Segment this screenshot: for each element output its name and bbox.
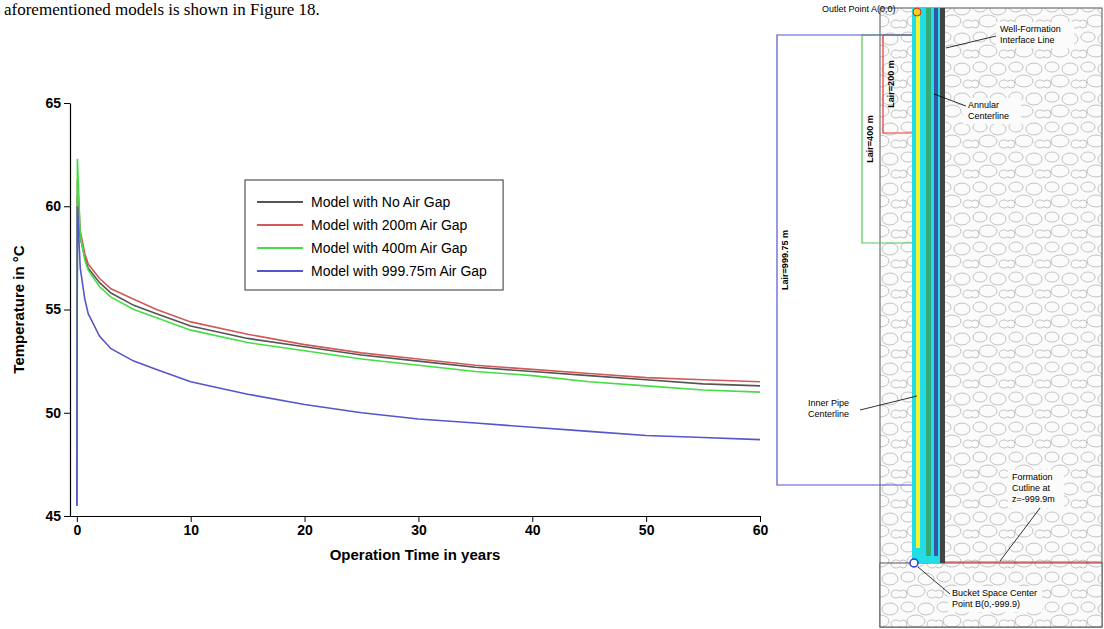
air-gap-label: Lair=200 m [886,60,896,107]
tick: 0 [73,516,81,538]
bottom-formation [880,563,1102,627]
legend-swatch [257,247,303,249]
y-axis-title: Temperature in °C [10,245,27,373]
figure: aforementioned models is shown in Figure… [0,0,1104,629]
label-line: Bucket Space Center [952,588,1037,598]
label-patch [1008,470,1064,508]
air-gap-bracket [862,35,912,243]
label-line: Annular [968,100,999,110]
inner-pipe-wall [916,8,920,548]
tick-label: 65 [45,95,61,111]
series-line [77,159,760,506]
bucket-point: Bucket Space CenterPoint B(0,-999.9) [952,588,1037,609]
leader-line [946,36,996,48]
header-text: aforementioned models is shown in Figure… [4,0,320,19]
tick: 55 [45,301,70,317]
tick: 60 [753,516,769,538]
tick-label: 45 [45,508,61,524]
air-gap-label: Lair=400 m [865,115,875,162]
tick: 30 [411,516,427,538]
tick-label: 0 [73,522,81,538]
tick: 50 [45,405,70,421]
series-line [77,206,760,505]
tick-label: 50 [639,522,655,538]
well-formation-interface: Well-FormationInterface Line [1000,24,1061,45]
label-line: Centerline [808,409,849,419]
tick-mark [64,413,70,414]
tick-mark [64,206,70,207]
tick-label: 30 [411,522,427,538]
tick: 20 [297,516,313,538]
leader-line [918,567,950,594]
tick: 65 [45,95,70,111]
formation [880,8,1102,627]
tick: 10 [183,516,199,538]
tick-mark [64,516,70,517]
chart: 0 10 20 30 40 50 60 45 50 55 60 65 Operation Time in… [10,95,768,563]
tick-label: 20 [297,522,313,538]
outlet-label: Outlet Point A(0,0) [822,4,896,14]
x-axis-line [71,516,761,517]
legend-box [245,180,503,290]
annulus-band [926,8,931,556]
legend: Model with No Air Gap Model with 200m Air… [245,180,503,290]
y-axis-line [70,104,71,517]
label-patch [996,22,1074,48]
air-gap-bracket [883,35,912,133]
label-line: Inner Pipe [808,398,849,408]
tick-label: 10 [183,522,199,538]
leader-line [1000,508,1040,561]
label-patch [963,98,1021,124]
air-gap-bracket [777,35,912,485]
outlet-point [913,8,921,16]
well-fluid [912,8,945,563]
tick-label: 60 [45,198,61,214]
tick: 60 [45,198,70,214]
tick-label: 60 [753,522,769,538]
tick: 45 [45,508,70,524]
formation-cutline: FormationCutline atz=-999.9m [1012,472,1055,504]
casing-band [934,8,938,556]
legend-label: Model with 999.75m Air Gap [311,263,487,279]
tick-label: 40 [525,522,541,538]
label-line: Well-Formation [1000,24,1061,34]
x-axis: 0 10 20 30 40 50 60 [71,516,769,538]
series-lines [77,159,760,506]
label-patch [948,586,1042,612]
cement-band [940,8,945,563]
bucket-point [910,559,918,567]
tick-mark [64,103,70,104]
label-line: z=-999.9m [1012,494,1055,504]
inner-pipe-centerline: Inner PipeCenterline [808,398,849,419]
label-line: Interface Line [1000,35,1055,45]
diagram: Lair=200 m Lair=400 m Lair=999.75 m Outlet … [777,4,1102,627]
legend-swatch [257,270,303,272]
x-axis-title: Operation Time in years [330,546,501,563]
label-line: Point B(0,-999.9) [952,599,1020,609]
y-axis: 45 50 55 60 65 [45,95,70,524]
tick-label: 55 [45,301,61,317]
tick-label: 50 [45,405,61,421]
tick: 40 [525,516,541,538]
air-gap-label: Lair=999.75 m [780,230,790,290]
legend-label: Model with No Air Gap [311,194,450,210]
leader-line [860,396,917,410]
legend-label: Model with 200m Air Gap [311,217,468,233]
formation-cutline [945,561,1102,562]
leader-line [934,94,966,106]
legend-swatch [257,201,303,203]
series-line [77,196,760,506]
tick: 50 [639,516,655,538]
tick-mark [64,310,70,311]
legend-label: Model with 400m Air Gap [311,240,468,256]
annular-centerline: AnnularCenterline [968,100,1009,121]
label-line: Centerline [968,111,1009,121]
legend-swatch [257,224,303,226]
series-line [77,179,760,505]
label-line: Cutline at [1012,483,1051,493]
label-line: Formation [1012,472,1053,482]
